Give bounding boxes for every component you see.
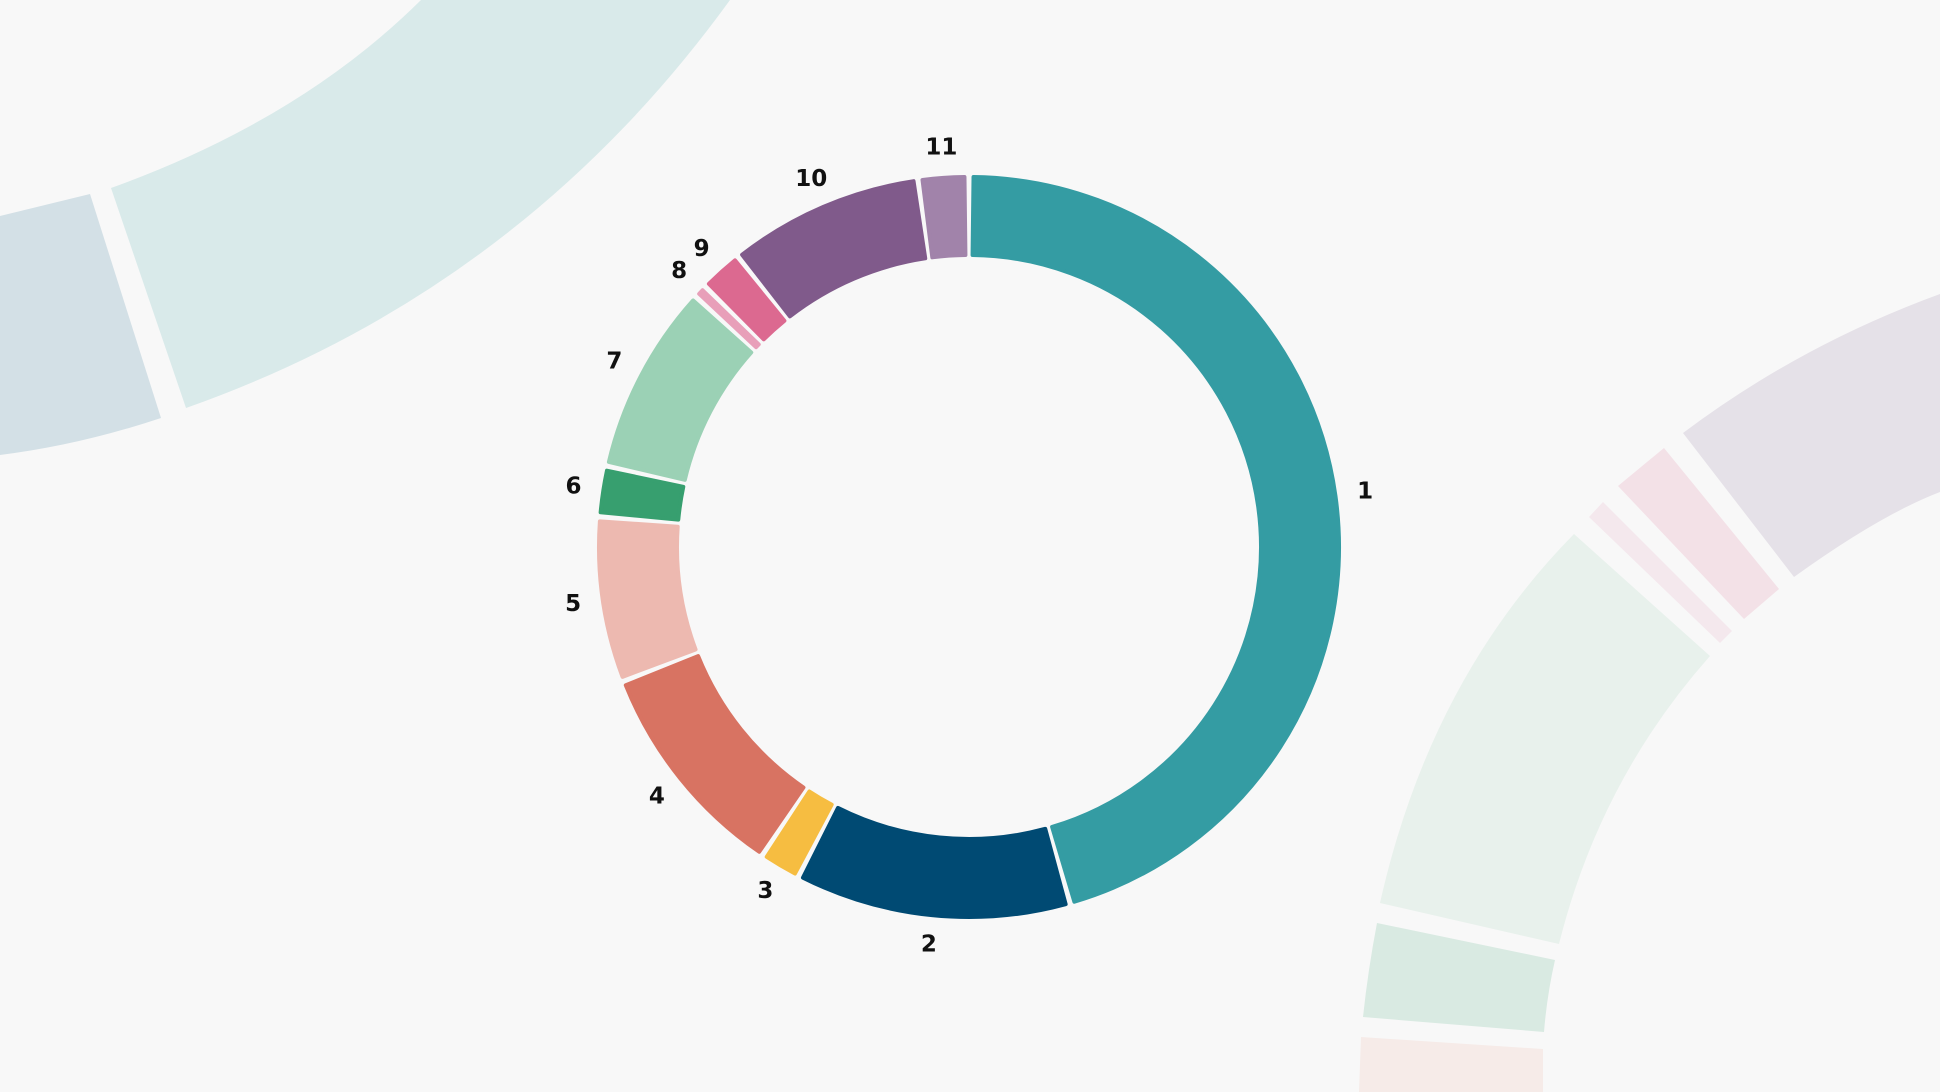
donut-segment (706, 258, 787, 342)
segment-label: 1 (1357, 478, 1373, 504)
bg-arc (1380, 534, 1710, 944)
segment-label: 10 (795, 166, 827, 192)
donut-segment (598, 468, 686, 522)
segment-label: 9 (694, 236, 710, 262)
bg-arc (1589, 502, 1732, 643)
donut-segment (606, 298, 754, 482)
donut-segment (623, 654, 806, 854)
bg-arc (1363, 923, 1555, 1032)
segment-label: 5 (565, 591, 581, 617)
donut-segment (800, 805, 1068, 919)
donut-segment (697, 288, 761, 350)
donut: 1 2 3 4 5 6 7 89 10 11 (565, 134, 1373, 957)
donut-segment (970, 175, 1341, 904)
donut-segment (920, 175, 968, 260)
bg-arc (0, 194, 161, 455)
segment-label: 11 (925, 134, 957, 160)
segment-label: 6 (566, 473, 582, 499)
donut-segment (740, 179, 928, 319)
donut-segment (597, 519, 698, 679)
bg-arc (111, 0, 730, 408)
segment-label: 4 (649, 784, 665, 810)
bg-arc (1618, 448, 1779, 619)
segment-label: 3 (757, 878, 773, 904)
bg-arc (1683, 294, 1940, 577)
donut-segment (764, 789, 834, 876)
segment-label: 7 (606, 349, 622, 375)
segment-label: 8 (671, 258, 687, 284)
bg-arc (1359, 1037, 1543, 1092)
segment-label: 2 (921, 931, 937, 957)
